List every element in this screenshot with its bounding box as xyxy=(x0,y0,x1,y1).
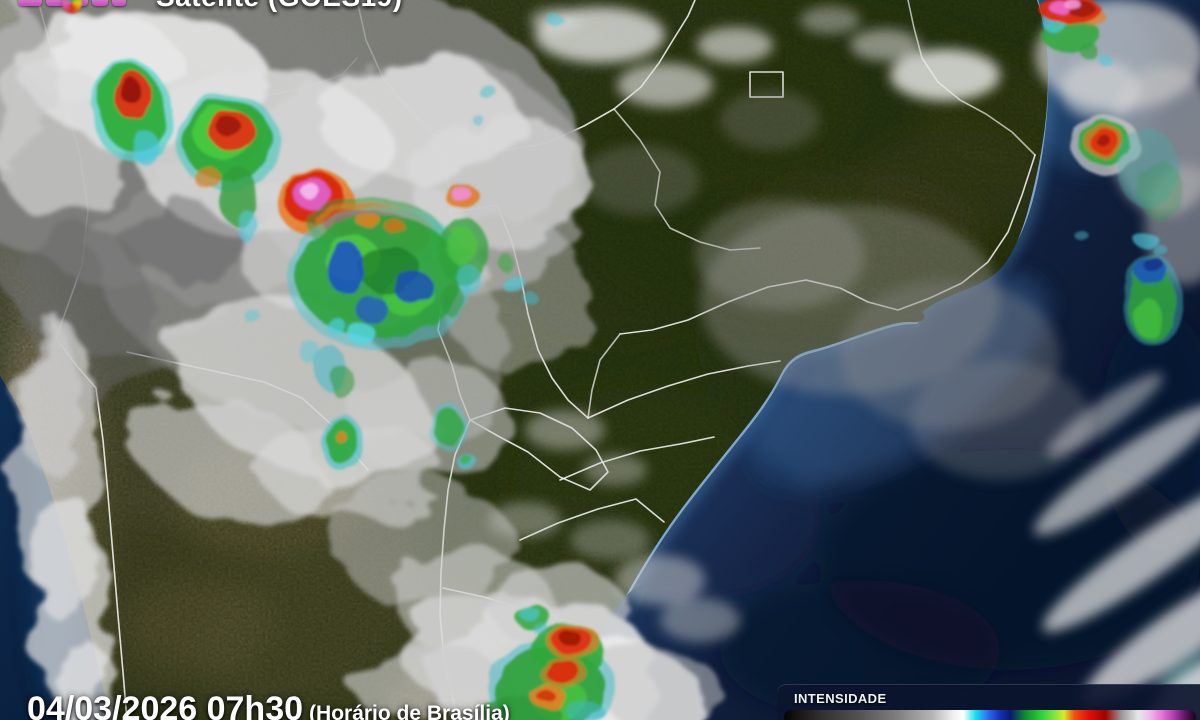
timestamp-overlay: 04/03/2026 07h30 (Horário de Brasília) xyxy=(27,692,510,720)
legend-title: INTENSIDADE xyxy=(794,691,887,706)
intensity-legend: INTENSIDADE xyxy=(777,684,1200,720)
intensity-scale-bar xyxy=(784,710,1196,720)
timestamp-zone: (Horário de Brasília) xyxy=(309,702,510,720)
timestamp-date: 04/03/2026 07h30 xyxy=(27,690,304,720)
